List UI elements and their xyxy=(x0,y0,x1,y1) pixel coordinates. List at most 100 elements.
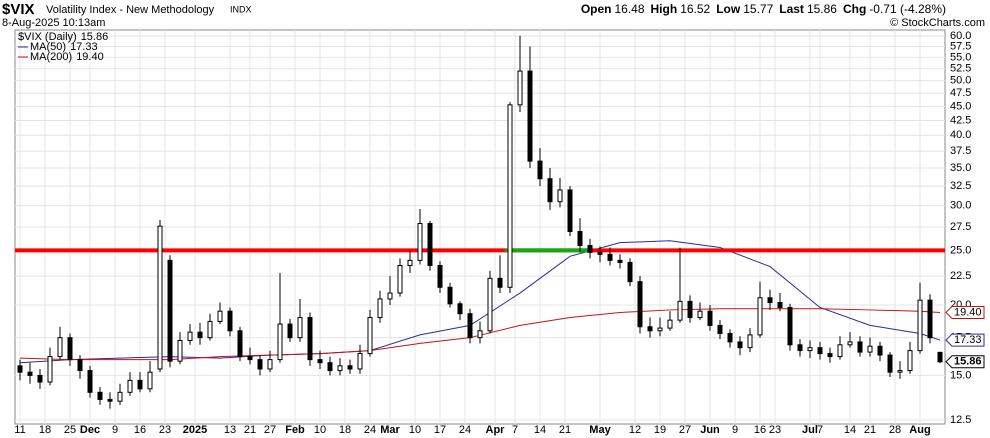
x-tick-label: 27 xyxy=(264,424,276,436)
x-tick-label: 28 xyxy=(889,424,901,436)
candle-body xyxy=(347,365,353,370)
candle-body xyxy=(727,333,733,343)
x-tick-label: 17 xyxy=(434,424,446,436)
candle-body xyxy=(207,320,213,339)
y-tick-label: 60.0 xyxy=(950,30,971,42)
candle-body xyxy=(157,225,163,370)
date: 8-Aug-2025 10:13am xyxy=(2,17,105,29)
candle-body xyxy=(827,353,833,358)
candle-body xyxy=(137,379,143,390)
y-tick-label: 12.5 xyxy=(950,414,971,426)
candle-body xyxy=(907,350,913,372)
candle-body xyxy=(597,251,603,255)
quote-value: 15.86 xyxy=(806,2,837,16)
grid xyxy=(15,30,945,424)
y-tick-label: 25.0 xyxy=(950,244,971,256)
y-tick-label: 55.0 xyxy=(950,51,971,63)
candle-body xyxy=(837,344,843,358)
legend-name: $VIX (Daily) xyxy=(18,31,77,43)
quote-item: High 16.52 xyxy=(651,2,711,16)
candle-body xyxy=(527,70,533,162)
quote-value: 16.52 xyxy=(680,2,711,16)
candle-body xyxy=(587,245,593,253)
candle-body xyxy=(177,339,183,362)
value-tag xyxy=(945,333,985,347)
candle-body xyxy=(267,359,273,370)
candle-body xyxy=(737,341,743,349)
candle-body xyxy=(377,298,383,319)
value-tag xyxy=(945,305,985,319)
x-tick-label: 23 xyxy=(159,424,171,436)
x-tick-label: 23 xyxy=(769,424,781,436)
value-tag-label: 15.86 xyxy=(954,356,982,368)
candle-body xyxy=(767,297,773,304)
y-tick-label: 57.5 xyxy=(950,40,971,52)
quote-value: 16.48 xyxy=(614,2,645,16)
y-tick-label: 50.0 xyxy=(950,75,971,87)
x-tick-label: Apr xyxy=(486,424,506,436)
candle-body xyxy=(677,300,683,321)
candle-body xyxy=(927,299,933,339)
x-tick-label: 12 xyxy=(629,424,641,436)
quote-label: Low xyxy=(716,2,741,16)
quote-label: Open xyxy=(580,2,612,16)
candle-body xyxy=(467,313,473,339)
candle-body xyxy=(37,374,43,383)
candle-body xyxy=(387,292,393,300)
candle-body xyxy=(757,297,763,336)
x-tick-label: 14 xyxy=(534,424,546,436)
candle-body xyxy=(147,371,153,390)
quote: Open 16.48 High 16.52 Low 15.77 Last 15.86 Chg -0… xyxy=(581,2,946,16)
candle-body xyxy=(547,178,553,203)
candle-body xyxy=(507,104,513,288)
x-tick-label: 21 xyxy=(244,424,256,436)
candle-body xyxy=(847,341,853,346)
candle-body xyxy=(297,317,303,339)
quote-item: Last 15.86 xyxy=(779,2,837,16)
x-tick-label: Feb xyxy=(285,424,305,436)
candle-body xyxy=(287,323,293,339)
x-tick-label: 7 xyxy=(817,424,823,436)
quote-label: Last xyxy=(779,2,804,16)
candle-body xyxy=(197,331,203,339)
legend-name: MA(200) xyxy=(30,51,72,63)
legend-name: MA(50) xyxy=(30,41,66,53)
candle-body xyxy=(697,310,703,319)
index-name: Volatility Index - New Methodology xyxy=(46,4,215,16)
x-tick-label: 21 xyxy=(864,424,876,436)
x-tick-label: May xyxy=(589,424,611,436)
candle-body xyxy=(107,398,113,402)
y-tick-label: 32.5 xyxy=(950,180,971,192)
candle-body xyxy=(277,323,283,361)
x-tick-label: 19 xyxy=(654,424,666,436)
legend-entry: MA(200) 19.40 xyxy=(30,51,104,63)
y-tick-label: 45.0 xyxy=(950,100,971,112)
candle-body xyxy=(517,70,523,106)
legend-entry: $VIX (Daily) 15.86 xyxy=(18,31,108,43)
candle-body xyxy=(797,344,803,352)
x-tick-label: 18 xyxy=(39,424,51,436)
value-tag-label: 17.33 xyxy=(954,334,982,346)
candle-body xyxy=(867,345,873,353)
legend-entry: MA(50) 17.33 xyxy=(30,41,98,53)
y-tick-label: 15.0 xyxy=(950,369,971,381)
candle-body xyxy=(237,330,243,358)
candle-body xyxy=(87,370,93,393)
x-tick-label: Jun xyxy=(700,424,720,436)
candle-body xyxy=(167,259,173,362)
candle-body xyxy=(367,317,373,355)
candle-body xyxy=(627,261,633,283)
copyright: © StockCharts.com xyxy=(890,17,985,29)
candle-body xyxy=(117,391,123,402)
x-tick-label: 9 xyxy=(112,424,118,436)
candle-body xyxy=(477,330,483,339)
candle-body xyxy=(307,317,313,361)
candle-body xyxy=(217,310,223,322)
candle-body xyxy=(227,310,233,332)
x-tick-label: Aug xyxy=(909,424,930,436)
quote-item: Low 15.77 xyxy=(716,2,773,16)
x-tick-label: 24 xyxy=(459,424,471,436)
x-tick-label: 27 xyxy=(679,424,691,436)
candle-body xyxy=(47,356,53,383)
